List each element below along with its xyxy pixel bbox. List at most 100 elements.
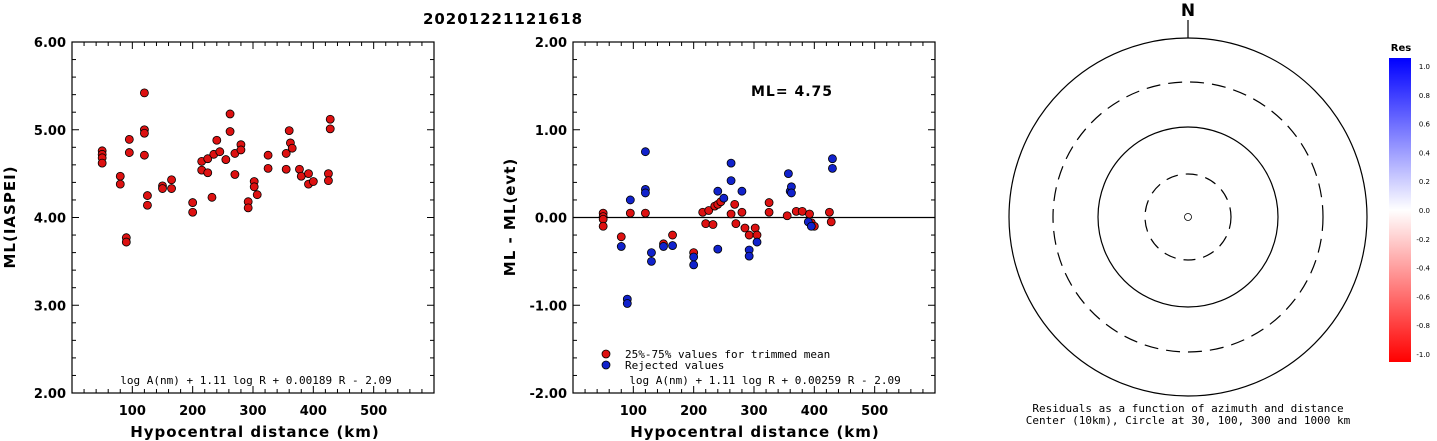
data-point bbox=[744, 251, 754, 261]
x-tick-label: 200 bbox=[680, 404, 707, 419]
y-tick-label: 2.00 bbox=[34, 387, 66, 402]
data-point bbox=[726, 209, 736, 219]
data-point bbox=[97, 158, 107, 168]
data-point bbox=[124, 135, 134, 144]
data-point bbox=[701, 219, 711, 229]
colorbar-tick-label: -0.8 bbox=[1416, 322, 1430, 330]
x-tick-label: 100 bbox=[119, 404, 146, 419]
data-point bbox=[625, 195, 635, 205]
x-tick-label: 200 bbox=[179, 404, 206, 419]
data-point bbox=[828, 163, 837, 173]
data-point bbox=[230, 170, 240, 179]
x-tick-labels: 100 200 300 400 500 bbox=[620, 404, 888, 419]
x-tick-label: 400 bbox=[801, 404, 828, 419]
data-point bbox=[287, 143, 297, 153]
data-point bbox=[647, 256, 656, 266]
data-point bbox=[641, 188, 650, 198]
data-point bbox=[737, 207, 747, 217]
data-point bbox=[737, 186, 747, 196]
panel-azimuth-residuals: N Residuals as a function of azimuth and… bbox=[1008, 1, 1368, 427]
panel-ml-iaspei: 2.00 3.00 4.00 5.00 6.00 100 200 300 400 500 Hyp… bbox=[1, 36, 435, 441]
data-point bbox=[647, 248, 656, 258]
colorbar-tick-label: 0.4 bbox=[1419, 149, 1431, 157]
colorbar-tick-label: 1.0 bbox=[1419, 63, 1430, 71]
caption-line-2: Center (10km), Circle at 30, 100, 300 an… bbox=[1026, 414, 1351, 427]
colorbar-title: Res bbox=[1391, 43, 1411, 54]
data-point bbox=[689, 260, 699, 270]
data-point bbox=[668, 241, 677, 250]
x-tick-labels: 100 200 300 400 500 bbox=[119, 404, 387, 419]
data-point bbox=[713, 244, 723, 254]
data-point bbox=[225, 109, 235, 119]
y-tick-label: 5.00 bbox=[34, 124, 66, 139]
colorbar-tick-label: -0.4 bbox=[1416, 265, 1430, 273]
data-point bbox=[764, 207, 774, 217]
data-point bbox=[139, 150, 149, 160]
data-point bbox=[713, 186, 723, 196]
circle-30km bbox=[1144, 173, 1232, 261]
data-point bbox=[281, 164, 291, 174]
legend-label-rejected: Rejected values bbox=[625, 359, 724, 372]
colorbar-gradient bbox=[1389, 58, 1411, 362]
data-point bbox=[284, 126, 294, 136]
data-point bbox=[115, 171, 125, 181]
y-axis-label: ML(IASPEI) bbox=[1, 165, 19, 268]
axis-ticks bbox=[72, 41, 434, 394]
legend-marker-rejected bbox=[601, 360, 611, 370]
data-point bbox=[726, 176, 736, 186]
plot-frame bbox=[71, 41, 435, 394]
colorbar-tick-label: -0.6 bbox=[1416, 293, 1430, 301]
data-point bbox=[236, 145, 246, 155]
data-point bbox=[324, 176, 333, 186]
colorbar-tick-label: -0.2 bbox=[1416, 236, 1430, 244]
data-point bbox=[731, 219, 741, 229]
colorbar-tick-label: 0.8 bbox=[1419, 92, 1430, 100]
data-point bbox=[825, 207, 834, 217]
data-points bbox=[598, 147, 837, 308]
colorbar-tick-label: 0.6 bbox=[1419, 121, 1431, 129]
data-point bbox=[744, 230, 754, 240]
data-point bbox=[719, 193, 729, 203]
data-points bbox=[97, 88, 335, 247]
data-point bbox=[641, 208, 650, 218]
data-point bbox=[622, 299, 632, 308]
x-tick-label: 300 bbox=[740, 404, 767, 419]
data-point bbox=[188, 207, 198, 217]
data-point bbox=[325, 114, 335, 124]
data-point bbox=[304, 169, 313, 179]
data-point bbox=[708, 220, 718, 229]
data-point bbox=[783, 169, 793, 179]
x-tick-label: 500 bbox=[360, 404, 387, 419]
data-point bbox=[139, 88, 149, 98]
y-axis-label: ML - ML(evt) bbox=[501, 158, 519, 276]
data-point bbox=[252, 190, 262, 200]
data-point bbox=[625, 208, 635, 218]
circle-100km bbox=[1097, 126, 1279, 308]
data-point bbox=[826, 217, 836, 227]
data-point bbox=[143, 200, 152, 210]
data-point bbox=[616, 242, 626, 251]
figure-title: 20201221121618 bbox=[423, 10, 583, 28]
station-marker bbox=[1184, 213, 1192, 221]
data-point bbox=[203, 154, 213, 164]
y-tick-label: 3.00 bbox=[34, 299, 66, 314]
x-tick-label: 300 bbox=[239, 404, 266, 419]
data-point bbox=[207, 192, 217, 202]
y-tick-labels: -2.00 -1.00 0.00 1.00 2.00 bbox=[530, 36, 567, 402]
data-point bbox=[263, 163, 273, 173]
data-point bbox=[296, 171, 306, 181]
data-point bbox=[797, 206, 807, 216]
data-point bbox=[668, 230, 677, 240]
formula-label: log A(nm) + 1.11 log R + 0.00259 R - 2.0… bbox=[629, 374, 901, 387]
data-point bbox=[806, 221, 816, 231]
data-point bbox=[704, 206, 714, 215]
legend-marker-trimmed bbox=[601, 349, 611, 359]
data-point bbox=[764, 198, 774, 207]
data-point bbox=[249, 182, 259, 192]
colorbar-tick-label: -1.0 bbox=[1416, 351, 1430, 359]
x-tick-label: 500 bbox=[861, 404, 888, 419]
data-point bbox=[730, 199, 740, 209]
data-point bbox=[124, 148, 134, 157]
x-tick-label: 400 bbox=[300, 404, 327, 419]
